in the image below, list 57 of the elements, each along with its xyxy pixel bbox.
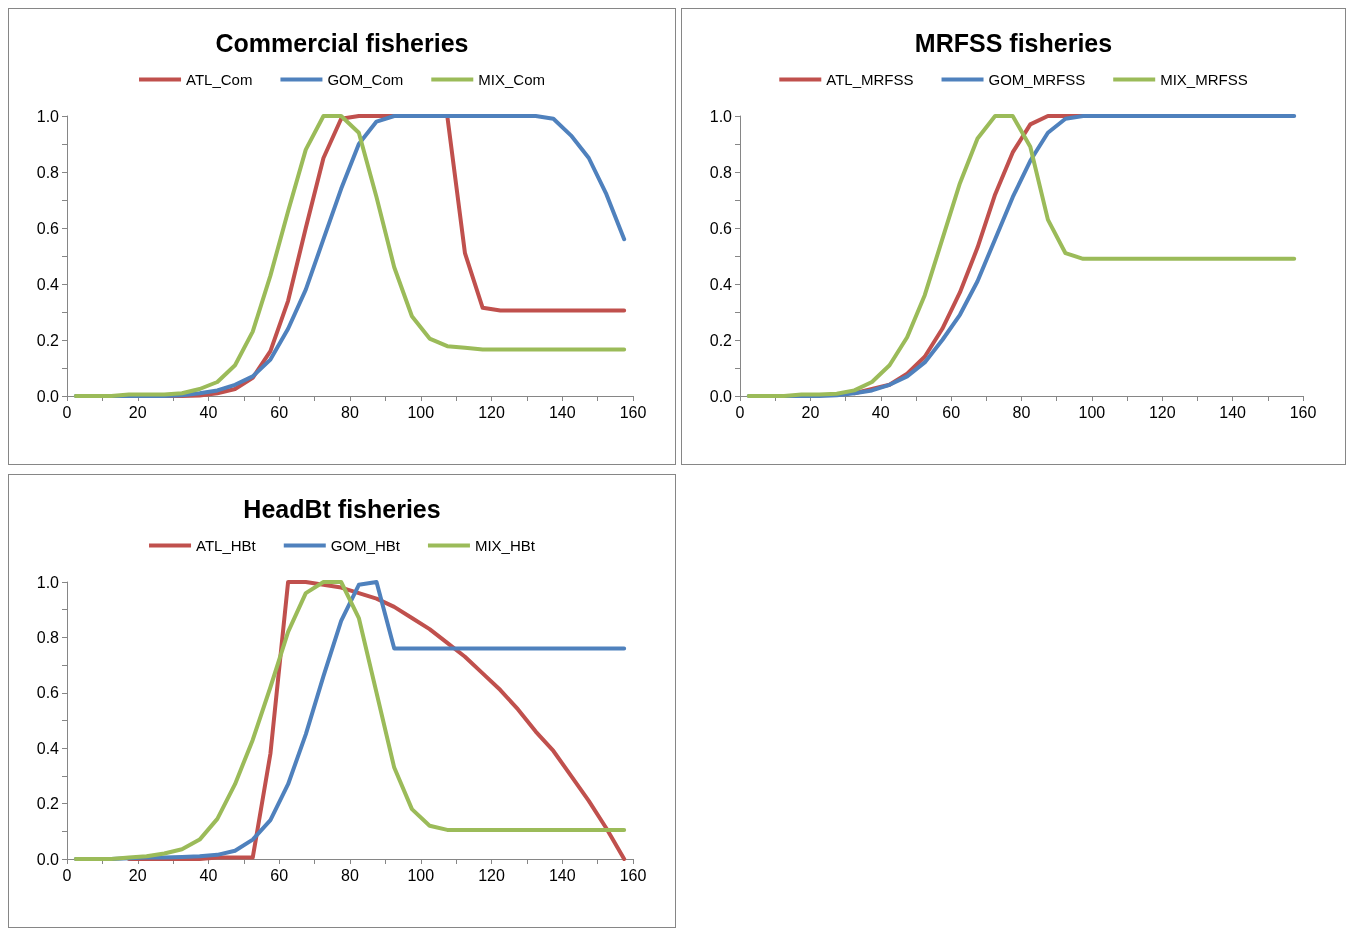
x-tick-label: 40 (199, 403, 218, 421)
y-tick-label: 0.2 (36, 795, 60, 813)
y-tick-label: 0.0 (36, 850, 60, 868)
x-tick-label: 140 (548, 403, 576, 421)
y-tick-label: 1.0 (709, 107, 733, 125)
legend-label: GOM_Com (327, 71, 404, 88)
x-tick-label: 160 (1289, 403, 1317, 421)
x-tick-label: 160 (619, 866, 647, 884)
legend-label: MIX_Com (478, 71, 545, 88)
y-tick-label: 0.4 (36, 739, 60, 757)
x-tick-label: 140 (548, 866, 576, 884)
x-tick-label: 0 (62, 866, 72, 884)
x-tick-label: 60 (270, 866, 289, 884)
legend-label: ATL_HBt (196, 537, 257, 554)
y-tick-label: 0.6 (36, 219, 60, 237)
y-tick-label: 0.0 (36, 387, 60, 405)
chart-title: HeadBt fisheries (243, 494, 441, 523)
y-tick-label: 0.8 (709, 163, 733, 181)
x-tick-label: 160 (619, 403, 647, 421)
y-tick-label: 0.6 (36, 684, 60, 702)
y-tick-label: 0.0 (709, 387, 733, 405)
x-tick-label: 60 (942, 403, 961, 421)
x-tick-label: 80 (341, 403, 359, 421)
x-tick-label: 120 (1148, 403, 1176, 421)
x-tick-label: 40 (871, 403, 890, 421)
x-tick-label: 140 (1219, 403, 1247, 421)
y-tick-label: 1.0 (36, 107, 60, 125)
x-tick-label: 120 (478, 403, 505, 421)
x-tick-label: 20 (128, 403, 147, 421)
chart-title: Commercial fisheries (215, 28, 469, 57)
x-tick-label: 0 (62, 403, 72, 421)
y-tick-label: 0.8 (36, 163, 60, 181)
x-tick-label: 120 (478, 866, 505, 884)
legend-label: ATL_Com (186, 71, 253, 88)
x-tick-label: 100 (407, 866, 435, 884)
x-tick-label: 40 (199, 866, 218, 884)
y-tick-label: 1.0 (36, 573, 60, 591)
x-tick-label: 60 (270, 403, 289, 421)
y-tick-label: 0.8 (36, 628, 60, 646)
legend-label: MIX_HBt (474, 537, 536, 554)
y-tick-label: 0.6 (709, 219, 733, 237)
legend-label: ATL_MRFSS (826, 71, 914, 88)
x-tick-label: 80 (1012, 403, 1031, 421)
y-tick-label: 0.4 (709, 275, 733, 293)
y-tick-label: 0.4 (36, 275, 60, 293)
legend-label: MIX_MRFSS (1160, 71, 1248, 88)
x-tick-label: 100 (1078, 403, 1106, 421)
legend-label: GOM_MRFSS (988, 71, 1086, 88)
x-tick-label: 0 (735, 403, 745, 421)
x-tick-label: 100 (407, 403, 435, 421)
chart-title: MRFSS fisheries (914, 28, 1113, 57)
legend-label: GOM_HBt (330, 537, 401, 554)
x-tick-label: 80 (341, 866, 359, 884)
x-tick-label: 20 (801, 403, 820, 421)
y-tick-label: 0.2 (36, 331, 60, 349)
x-tick-label: 20 (128, 866, 147, 884)
y-tick-label: 0.2 (709, 331, 733, 349)
